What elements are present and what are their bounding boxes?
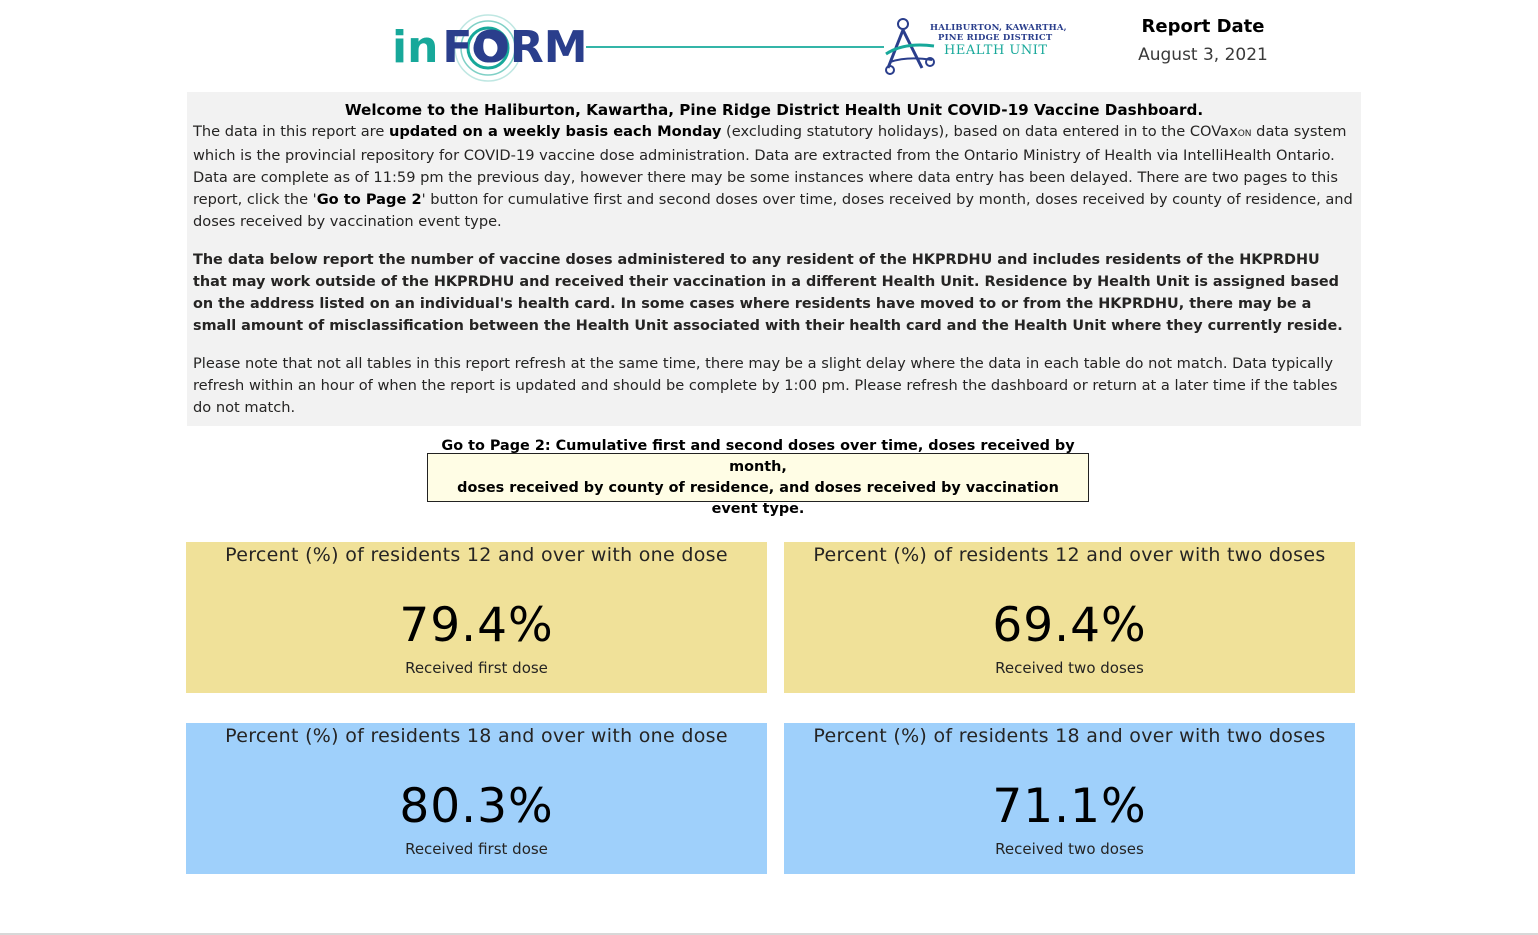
kpi-card-18-one-dose: Percent (%) of residents 18 and over wit… — [186, 723, 767, 874]
kpi-card-18-two-doses: Percent (%) of residents 18 and over wit… — [784, 723, 1355, 874]
kpi-card-value: 79.4% — [399, 598, 554, 653]
p1-subscript: ON — [1237, 129, 1252, 139]
health-unit-emblem-icon — [885, 18, 935, 75]
welcome-paragraph-1: The data in this report are updated on a… — [193, 121, 1355, 233]
report-date-value: August 3, 2021 — [1138, 45, 1268, 65]
kpi-card-value: 71.1% — [992, 779, 1147, 834]
p1-text-d: data system which is the provincial repo… — [193, 123, 1347, 208]
welcome-text-box: Welcome to the Haliburton, Kawartha, Pin… — [187, 92, 1361, 426]
logo-form-text: FORM — [442, 22, 588, 73]
page2-button-line2: doses received by county of residence, a… — [457, 479, 1059, 517]
kpi-card-value: 69.4% — [992, 598, 1147, 653]
report-date-label: Report Date — [1141, 16, 1265, 37]
p1-text-c: (excluding statutory holidays), based on… — [721, 123, 1238, 140]
bottom-divider — [0, 933, 1538, 935]
p1-bold-page2: Go to Page 2 — [316, 191, 422, 208]
go-to-page-2-button[interactable]: Go to Page 2: Cumulative first and secon… — [427, 438, 1089, 517]
kpi-card-title: Percent (%) of residents 12 and over wit… — [225, 544, 728, 566]
inform-logo: inFORM — [392, 12, 592, 84]
kpi-card-label: Received first dose — [405, 840, 548, 858]
kpi-card-title: Percent (%) of residents 18 and over wit… — [813, 725, 1326, 747]
p1-text-f: ' button for cumulative first and second… — [193, 191, 1353, 230]
health-unit-logo: HALIBURTON, KAWARTHA, PINE RIDGE DISTRIC… — [882, 16, 1067, 78]
kpi-card-value: 80.3% — [399, 779, 554, 834]
health-unit-name-line3: HEALTH UNIT — [944, 43, 1048, 58]
p1-text-a: The data in this report are — [193, 123, 389, 140]
kpi-card-12-two-doses: Percent (%) of residents 12 and over wit… — [784, 542, 1355, 693]
page2-button-line1: Go to Page 2: Cumulative first and secon… — [441, 437, 1075, 475]
logo-in-text: in — [392, 22, 439, 73]
kpi-card-title: Percent (%) of residents 12 and over wit… — [813, 544, 1326, 566]
kpi-card-label: Received two doses — [995, 659, 1144, 677]
welcome-title: Welcome to the Haliburton, Kawartha, Pin… — [344, 101, 1204, 119]
p1-bold-weekly: updated on a weekly basis each Monday — [388, 123, 722, 140]
welcome-paragraph-2: The data below report the number of vacc… — [193, 252, 1343, 334]
inform-logo-mark-icon — [454, 14, 522, 82]
logo-divider-line — [586, 46, 884, 48]
kpi-card-label: Received first dose — [405, 659, 548, 677]
health-unit-name-line2: PINE RIDGE DISTRICT — [938, 33, 1053, 43]
kpi-card-title: Percent (%) of residents 18 and over wit… — [225, 725, 728, 747]
health-unit-name-line1: HALIBURTON, KAWARTHA, — [930, 23, 1067, 33]
kpi-card-label: Received two doses — [995, 840, 1144, 858]
welcome-paragraph-3: Please note that not all tables in this … — [193, 355, 1338, 416]
kpi-card-12-one-dose: Percent (%) of residents 12 and over wit… — [186, 542, 767, 693]
